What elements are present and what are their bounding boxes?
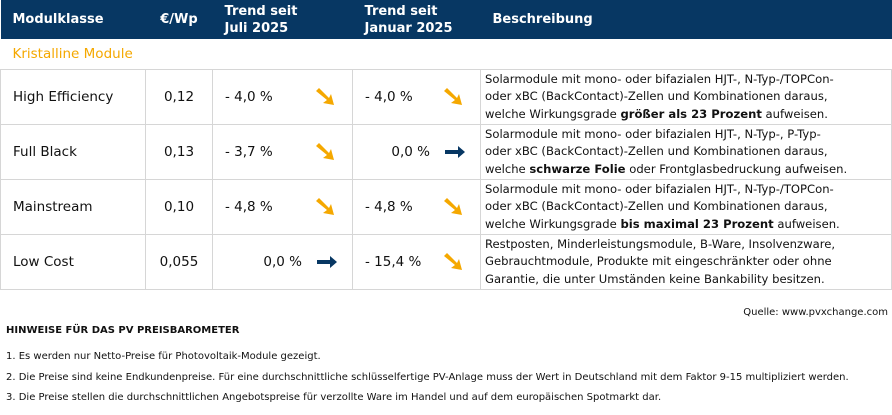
module-class: High Efficiency <box>0 69 146 125</box>
header-price: €/Wp <box>145 0 213 39</box>
description: Solarmodule mit mono- oder bifazialen HJ… <box>480 69 892 125</box>
arrow-down-right-icon <box>314 142 336 162</box>
trend-value: - 4,0 % <box>225 89 273 105</box>
table-row: High Efficiency 0,12 - 4,0 % - 4,0 % Sola… <box>0 69 892 125</box>
trend-cell: - 4,0 % <box>212 69 353 125</box>
trend-cell: - 3,7 % <box>212 124 353 180</box>
description-line: Gebrauchtmodule, Produkte mit eingeschrä… <box>485 254 832 269</box>
price: 0,10 <box>145 179 213 235</box>
description-highlight: bis maximal 23 Prozent <box>620 216 774 231</box>
trend-cell: - 15,4 % <box>352 234 481 290</box>
description-line: Solarmodule mit mono- oder bifazialen HJ… <box>485 181 834 196</box>
description-line: Solarmodule mit mono- oder bifazialen HJ… <box>485 126 821 141</box>
trend-value: - 3,7 % <box>225 144 273 160</box>
description-line: oder xBC (BackContact)-Zellen und Kombin… <box>485 144 828 159</box>
trend-cell: - 4,0 % <box>352 69 481 125</box>
header-description: Beschreibung <box>480 0 892 39</box>
note-3: 3. Die Preise stellen die durchschnittli… <box>6 392 662 403</box>
header-modulklasse: Modulklasse <box>0 0 146 39</box>
arrow-down-right-icon <box>314 197 336 217</box>
trend-value: 0,0 % <box>263 254 302 270</box>
description-line: Restposten, Minderleistungsmodule, B-War… <box>485 236 836 251</box>
module-class: Full Black <box>0 124 146 180</box>
trend-cell: 0,0 % <box>212 234 353 290</box>
description-line: welche Wirkungsgrade <box>485 216 621 231</box>
module-class: Mainstream <box>0 179 146 235</box>
note-2: 2. Die Preise sind keine Endkundenpreise… <box>6 372 849 383</box>
description-highlight: schwarze Folie <box>529 161 626 176</box>
trend-value: - 4,8 % <box>225 199 273 215</box>
arrow-down-right-icon <box>442 252 464 272</box>
trend-value: - 15,4 % <box>365 254 422 270</box>
description-line: welche Wirkungsgrade <box>485 106 621 121</box>
trend-value: 0,0 % <box>391 144 430 160</box>
arrow-right-icon <box>316 252 338 272</box>
table-row: Mainstream 0,10 - 4,8 % - 4,8 % Solarmodu… <box>0 179 892 235</box>
description-line: welche <box>485 161 530 176</box>
description-line: aufweisen. <box>761 106 828 121</box>
description: Solarmodule mit mono- oder bifazialen HJ… <box>480 124 892 180</box>
source: Quelle: www.pvxchange.com <box>743 307 888 318</box>
price: 0,055 <box>145 234 213 290</box>
description: Solarmodule mit mono- oder bifazialen HJ… <box>480 179 892 235</box>
arrow-down-right-icon <box>314 87 336 107</box>
price: 0,13 <box>145 124 213 180</box>
description-highlight: größer als 23 Prozent <box>620 106 762 121</box>
module-class: Low Cost <box>0 234 146 290</box>
description-line: aufweisen. <box>773 216 840 231</box>
trend-cell: - 4,8 % <box>352 179 481 235</box>
description-line: Garantie, die unter Umständen keine Bank… <box>485 271 825 286</box>
note-1: 1. Es werden nur Netto-Preise für Photov… <box>6 351 321 362</box>
section-title: Kristalline Module <box>0 39 892 70</box>
table-row: Full Black 0,13 - 3,7 % 0,0 % Solarmodule… <box>0 124 892 180</box>
notes-title: HINWEISE FÜR DAS PV PREISBAROMETER <box>6 325 240 336</box>
price-table: Modulklasse €/Wp Trend seit Juli 2025 Tre… <box>0 0 892 290</box>
description: Restposten, Minderleistungsmodule, B-War… <box>480 234 892 290</box>
table-row: Low Cost 0,055 0,0 % - 15,4 % Restposten,… <box>0 234 892 290</box>
trend-value: - 4,0 % <box>365 89 413 105</box>
arrow-down-right-icon <box>442 197 464 217</box>
description-line: oder xBC (BackContact)-Zellen und Kombin… <box>485 199 828 214</box>
description-line: oder Frontglasbedruckung aufweisen. <box>625 161 848 176</box>
header-trend-jan: Trend seit Januar 2025 <box>352 0 481 39</box>
description-line: Solarmodule mit mono- oder bifazialen HJ… <box>485 71 834 86</box>
trend-cell: - 4,8 % <box>212 179 353 235</box>
arrow-down-right-icon <box>442 87 464 107</box>
header-row: Modulklasse €/Wp Trend seit Juli 2025 Tre… <box>0 0 892 39</box>
price: 0,12 <box>145 69 213 125</box>
trend-value: - 4,8 % <box>365 199 413 215</box>
header-trend-jul: Trend seit Juli 2025 <box>212 0 353 39</box>
trend-cell: 0,0 % <box>352 124 481 180</box>
arrow-right-icon <box>444 142 466 162</box>
description-line: oder xBC (BackContact)-Zellen und Kombin… <box>485 89 828 104</box>
